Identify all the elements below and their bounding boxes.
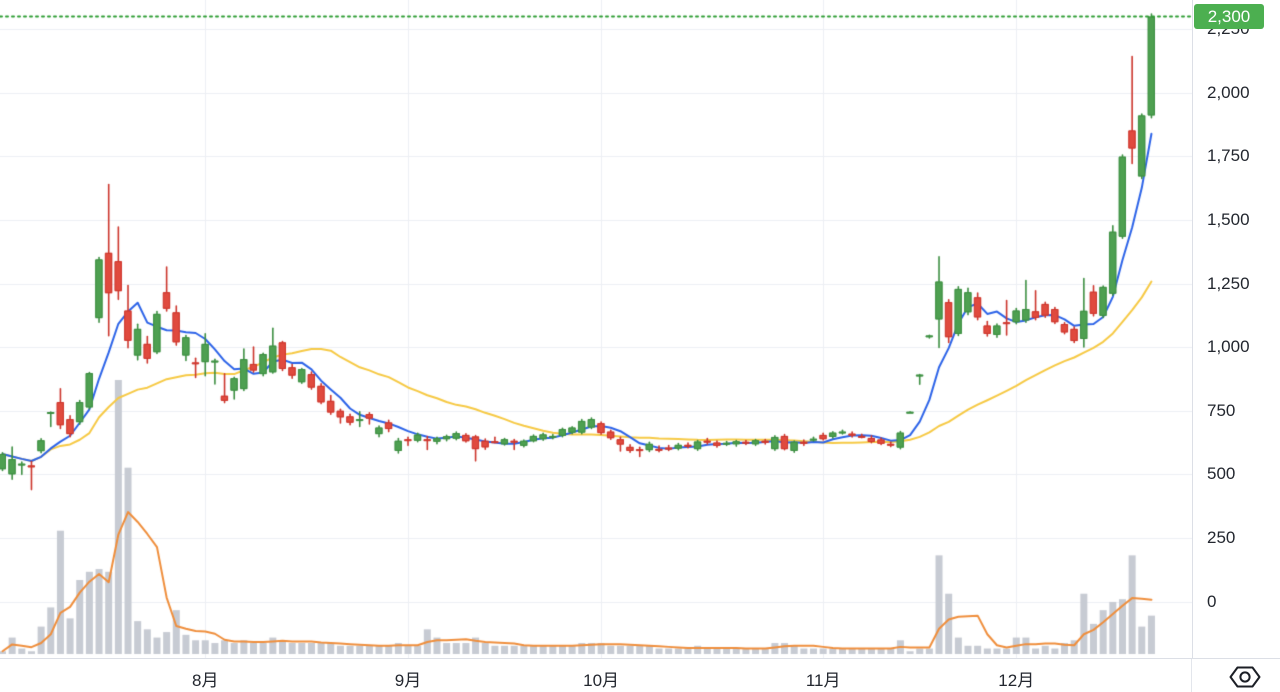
y-axis-label: 250: [1207, 527, 1236, 547]
x-axis-label: 9月: [394, 671, 422, 690]
time-axis[interactable]: 8月 9月 10月 11月 12月: [0, 658, 1280, 692]
y-axis-label: 1,750: [1207, 146, 1250, 166]
y-axis-label: 1,250: [1207, 273, 1250, 293]
x-axis-label: 10月: [583, 671, 620, 690]
y-axis-label: 2,000: [1207, 82, 1250, 102]
y-axis-label: 500: [1207, 464, 1236, 484]
axis-corner-divider: [1191, 659, 1192, 692]
price-axis[interactable]: 2,300 2,2502,0001,7501,5001,2501,0007505…: [1192, 0, 1280, 658]
x-axis-label: 12月: [998, 671, 1035, 690]
x-axis-label: 11月: [805, 671, 841, 690]
candlestick-chart-canvas[interactable]: [0, 0, 1192, 658]
y-axis-label: 750: [1207, 400, 1236, 420]
last-price-badge: 2,300: [1194, 4, 1264, 30]
axis-settings-button[interactable]: [1226, 663, 1264, 691]
y-axis-label: 1,000: [1207, 337, 1250, 357]
hexagon-eye-icon: [1229, 666, 1261, 688]
x-axis-label: 8月: [192, 671, 219, 690]
y-axis-label: 0: [1207, 591, 1217, 611]
y-axis-label: 1,500: [1207, 209, 1250, 229]
